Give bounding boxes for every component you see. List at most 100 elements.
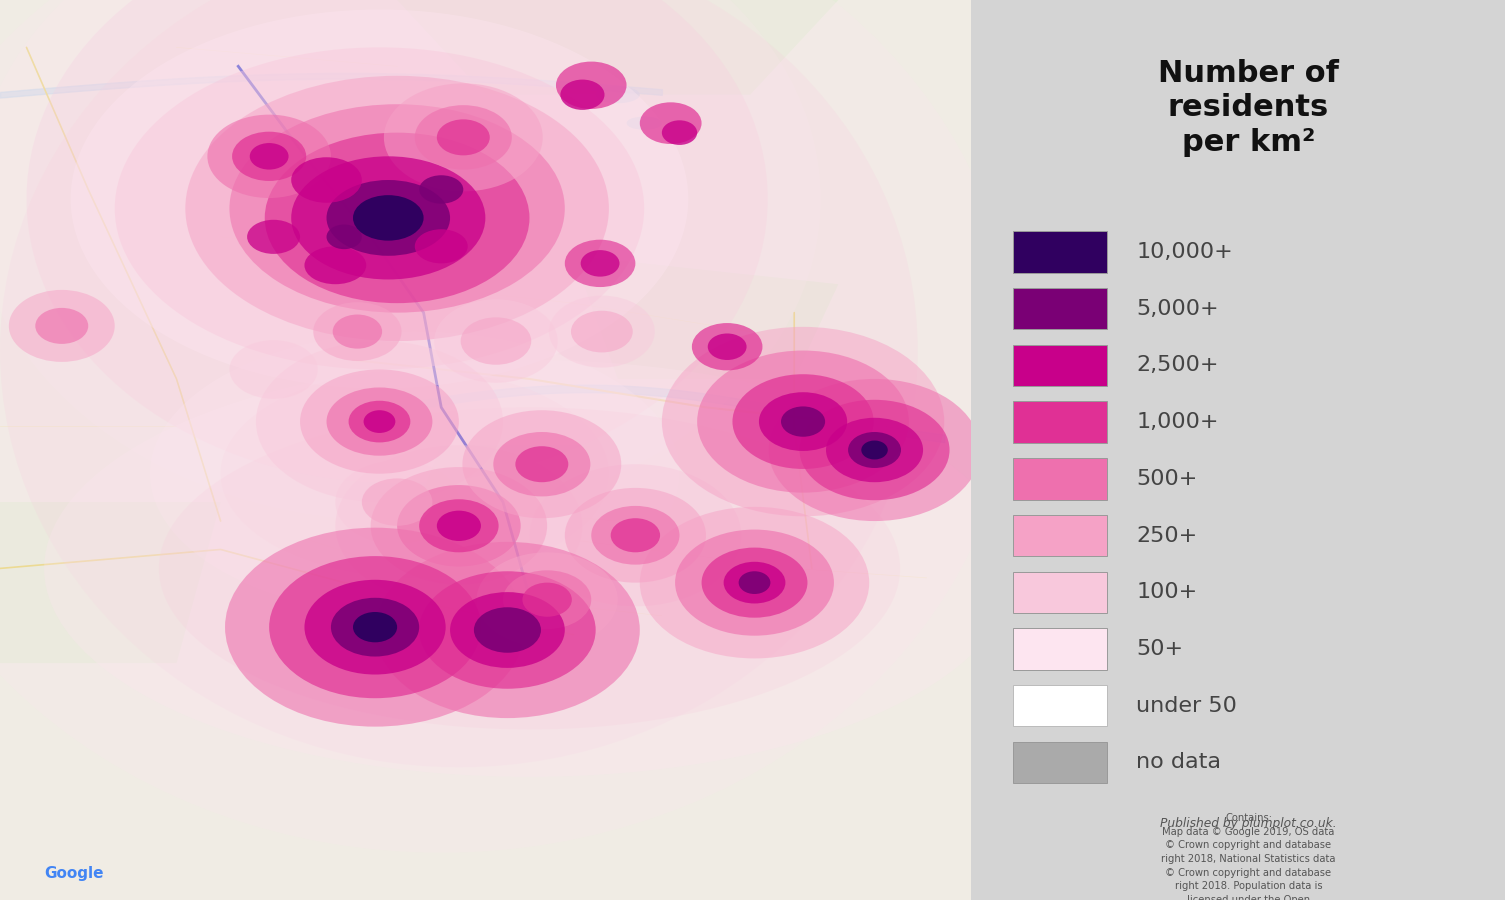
Ellipse shape	[304, 247, 366, 284]
FancyBboxPatch shape	[1013, 288, 1108, 329]
Ellipse shape	[596, 86, 640, 104]
Ellipse shape	[9, 290, 114, 362]
Ellipse shape	[292, 157, 485, 280]
Text: Google: Google	[44, 866, 104, 881]
Ellipse shape	[549, 295, 655, 367]
Polygon shape	[415, 446, 591, 511]
Ellipse shape	[331, 598, 420, 656]
FancyBboxPatch shape	[1013, 345, 1108, 386]
Ellipse shape	[759, 392, 847, 451]
Ellipse shape	[327, 224, 361, 249]
Ellipse shape	[0, 0, 918, 768]
Ellipse shape	[336, 461, 459, 544]
FancyBboxPatch shape	[1013, 458, 1108, 500]
Ellipse shape	[247, 220, 299, 254]
Ellipse shape	[826, 418, 923, 482]
Ellipse shape	[781, 407, 825, 436]
Ellipse shape	[739, 572, 771, 594]
Ellipse shape	[208, 114, 331, 198]
Ellipse shape	[327, 388, 432, 455]
Text: Published by plumplot.co.uk.: Published by plumplot.co.uk.	[1160, 817, 1336, 830]
Ellipse shape	[515, 446, 569, 482]
Ellipse shape	[384, 84, 543, 192]
Polygon shape	[397, 0, 838, 94]
Ellipse shape	[265, 132, 530, 303]
Text: 5,000+: 5,000+	[1136, 299, 1219, 319]
Ellipse shape	[570, 310, 632, 353]
Ellipse shape	[769, 379, 980, 521]
Ellipse shape	[611, 518, 661, 553]
FancyBboxPatch shape	[1013, 231, 1108, 273]
Ellipse shape	[229, 340, 318, 399]
Ellipse shape	[474, 608, 540, 652]
Ellipse shape	[420, 176, 464, 203]
Text: 100+: 100+	[1136, 582, 1198, 602]
Text: Number of
residents
per km²: Number of residents per km²	[1159, 58, 1339, 157]
Ellipse shape	[349, 400, 411, 443]
Ellipse shape	[477, 553, 617, 647]
Ellipse shape	[27, 0, 768, 483]
Ellipse shape	[71, 10, 688, 389]
FancyBboxPatch shape	[1013, 572, 1108, 613]
Ellipse shape	[299, 370, 459, 473]
Ellipse shape	[733, 374, 873, 469]
Text: 250+: 250+	[1136, 526, 1198, 545]
Ellipse shape	[375, 542, 640, 718]
Ellipse shape	[462, 410, 622, 518]
Ellipse shape	[697, 350, 909, 492]
Ellipse shape	[799, 400, 950, 500]
Ellipse shape	[290, 158, 361, 202]
Ellipse shape	[433, 300, 558, 382]
Ellipse shape	[415, 230, 468, 264]
Ellipse shape	[591, 506, 679, 564]
Text: 10,000+: 10,000+	[1136, 242, 1233, 262]
Ellipse shape	[304, 580, 445, 674]
Text: 1,000+: 1,000+	[1136, 412, 1219, 432]
Ellipse shape	[420, 500, 498, 553]
Ellipse shape	[327, 180, 450, 256]
Ellipse shape	[420, 572, 596, 688]
Ellipse shape	[185, 76, 610, 341]
FancyBboxPatch shape	[1013, 685, 1108, 726]
Ellipse shape	[461, 318, 531, 364]
Ellipse shape	[676, 529, 834, 635]
Text: Contains:
Map data © Google 2019, OS data
© Crown copyright and database
right 2: Contains: Map data © Google 2019, OS dat…	[1162, 814, 1336, 900]
Ellipse shape	[662, 121, 697, 145]
Ellipse shape	[354, 195, 423, 240]
Ellipse shape	[232, 131, 306, 181]
FancyBboxPatch shape	[1013, 742, 1108, 783]
Ellipse shape	[0, 0, 820, 521]
Ellipse shape	[250, 143, 289, 169]
Ellipse shape	[256, 341, 503, 502]
Ellipse shape	[494, 432, 590, 497]
Ellipse shape	[530, 464, 742, 607]
Ellipse shape	[701, 547, 808, 617]
Ellipse shape	[436, 510, 482, 541]
Ellipse shape	[313, 302, 402, 361]
FancyBboxPatch shape	[1013, 401, 1108, 443]
Polygon shape	[0, 502, 221, 663]
Ellipse shape	[354, 612, 397, 643]
Ellipse shape	[503, 571, 591, 629]
Ellipse shape	[436, 120, 489, 156]
Ellipse shape	[44, 360, 1014, 777]
Text: 2,500+: 2,500+	[1136, 356, 1219, 375]
Polygon shape	[573, 256, 838, 379]
Ellipse shape	[229, 104, 564, 312]
Ellipse shape	[150, 331, 679, 616]
Ellipse shape	[333, 314, 382, 348]
Ellipse shape	[692, 323, 763, 371]
Text: 50+: 50+	[1136, 639, 1183, 659]
Ellipse shape	[450, 592, 564, 668]
Ellipse shape	[397, 485, 521, 566]
Ellipse shape	[114, 48, 644, 370]
Ellipse shape	[0, 0, 1014, 852]
FancyBboxPatch shape	[1013, 628, 1108, 670]
Ellipse shape	[662, 327, 944, 517]
Ellipse shape	[640, 507, 870, 659]
Ellipse shape	[724, 562, 786, 604]
Ellipse shape	[707, 334, 746, 360]
Ellipse shape	[847, 432, 901, 468]
Ellipse shape	[364, 410, 396, 433]
Text: 500+: 500+	[1136, 469, 1198, 489]
